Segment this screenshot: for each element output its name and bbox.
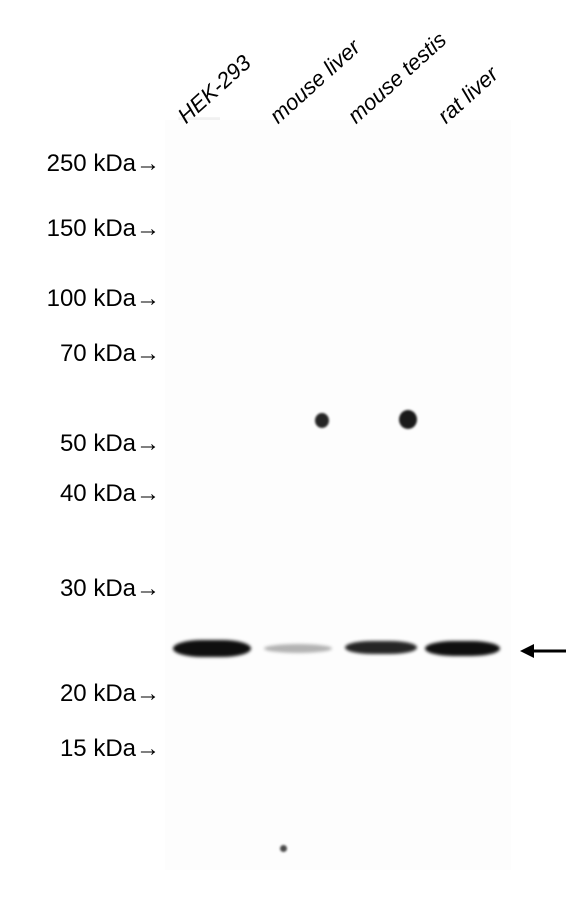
mw-label-100: 100 kDa→ [10, 285, 160, 313]
mw-label-70: 70 kDa→ [23, 340, 160, 368]
arrow-icon: → [136, 150, 160, 177]
mw-label-15: 15 kDa→ [23, 735, 160, 763]
spot-2 [280, 845, 287, 852]
mw-text: 40 kDa [60, 480, 136, 507]
target-band-arrow-icon [520, 638, 568, 670]
blot-membrane [165, 120, 511, 870]
arrow-icon: → [136, 735, 160, 762]
band-lane-0 [173, 640, 251, 657]
blot-figure: WWW.PTGLAB.COM HEK-293 mouse liver mouse… [0, 0, 580, 903]
mw-text: 15 kDa [60, 735, 136, 762]
mw-text: 70 kDa [60, 340, 136, 367]
mw-text: 250 kDa [47, 150, 136, 177]
arrow-icon: → [136, 215, 160, 242]
arrow-icon: → [136, 575, 160, 602]
mw-text: 150 kDa [47, 215, 136, 242]
mw-label-30: 30 kDa→ [23, 575, 160, 603]
mw-label-150: 150 kDa→ [10, 215, 160, 243]
band-lane-2 [345, 641, 417, 654]
arrow-icon: → [136, 285, 160, 312]
mw-text: 50 kDa [60, 430, 136, 457]
mw-label-40: 40 kDa→ [23, 480, 160, 508]
arrow-icon: → [136, 430, 160, 457]
mw-label-50: 50 kDa→ [23, 430, 160, 458]
spot-0 [315, 413, 329, 428]
arrow-icon: → [136, 340, 160, 367]
spot-1 [399, 410, 417, 429]
mw-label-250: 250 kDa→ [10, 150, 160, 178]
lane-label-4: rat liver [433, 61, 504, 129]
band-lane-1 [264, 644, 332, 653]
mw-text: 30 kDa [60, 575, 136, 602]
mw-label-20: 20 kDa→ [23, 680, 160, 708]
mw-text: 20 kDa [60, 680, 136, 707]
mw-text: 100 kDa [47, 285, 136, 312]
arrow-icon: → [136, 680, 160, 707]
arrow-icon: → [136, 480, 160, 507]
band-lane-3 [425, 641, 500, 656]
